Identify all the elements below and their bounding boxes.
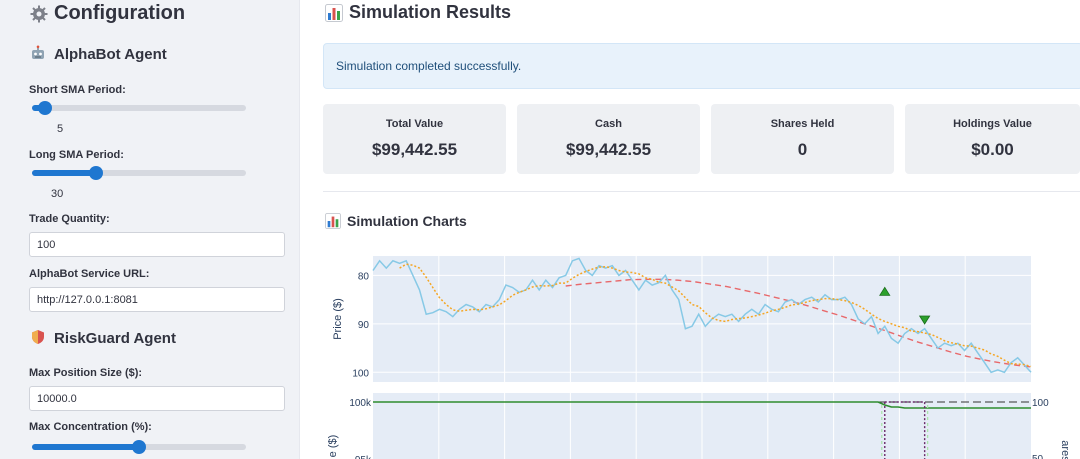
short-sma-slider[interactable]	[32, 101, 246, 115]
divider	[323, 191, 1080, 192]
metric-label: Holdings Value	[953, 118, 1032, 130]
max-concentration-label: Max Concentration (%):	[29, 421, 152, 433]
metric-total-value: Total Value $99,442.55	[323, 104, 506, 174]
alphabot-url-label: AlphaBot Service URL:	[29, 268, 150, 280]
portfolio-y-axis-label: e ($)	[327, 435, 339, 458]
metric-value: $99,442.55	[565, 140, 652, 159]
portfolio-y-tick-label: 100k	[349, 398, 372, 409]
price-y-tick-label: 90	[358, 320, 370, 331]
max-position-input[interactable]: 10000.0	[29, 386, 285, 411]
charts-title: Simulation Charts	[325, 213, 467, 229]
price-plot-area	[373, 256, 1031, 382]
portfolio-chart: e ($) ares 100k 95k 100 50	[327, 393, 1071, 459]
shares-y-tick-label: 100	[1032, 398, 1049, 409]
alphabot-heading: AlphaBot Agent	[30, 45, 167, 63]
price-line	[372, 257, 1032, 374]
bar-chart-icon	[325, 3, 343, 22]
price-y-tick-label: 100	[352, 368, 369, 379]
metric-value: $99,442.55	[371, 140, 458, 159]
sidebar-title: Configuration	[30, 2, 185, 25]
max-concentration-slider-handle[interactable]	[132, 440, 146, 454]
sell-signal-marker	[918, 315, 931, 325]
sidebar: Configuration AlphaBot Agent Short SMA P…	[0, 0, 300, 459]
sidebar-title-text: Configuration	[54, 2, 186, 24]
metric-value: 0	[797, 140, 808, 159]
short-sma-line	[399, 263, 1032, 368]
price-series-group	[372, 257, 1032, 374]
price-chart: Price ($) 80 90 100	[332, 256, 1032, 382]
metric-label: Total Value	[385, 118, 444, 130]
portfolio-y-tick-label: 95k	[355, 455, 372, 459]
metric-cash: Cash $99,442.55	[517, 104, 700, 174]
max-concentration-slider-fill	[32, 444, 139, 450]
price-y-tick-label: 80	[358, 271, 370, 282]
page-title: Simulation Results	[325, 2, 511, 23]
portfolio-plot-area	[373, 393, 1031, 459]
shares-held-line	[884, 401, 926, 459]
price-y-axis-label: Price ($)	[332, 298, 344, 340]
long-sma-value: 30	[51, 188, 64, 200]
shares-y-tick-label: 50	[1032, 454, 1044, 459]
portfolio-series-group	[373, 401, 1031, 459]
max-position-label: Max Position Size ($):	[29, 367, 143, 379]
metric-label: Shares Held	[770, 118, 835, 130]
alphabot-url-input[interactable]: http://127.0.0.1:8081	[29, 287, 285, 312]
trade-quantity-label: Trade Quantity:	[29, 213, 110, 225]
short-sma-slider-handle[interactable]	[37, 101, 52, 115]
long-sma-slider-handle[interactable]	[89, 166, 104, 180]
alphabot-heading-text: AlphaBot Agent	[54, 45, 167, 63]
robot-icon	[30, 45, 48, 63]
trade-quantity-input[interactable]: 100	[29, 232, 285, 257]
riskguard-heading-text: RiskGuard Agent	[54, 329, 176, 347]
shield-icon	[30, 329, 48, 347]
buy-signal-marker	[879, 286, 891, 296]
metric-shares-held: Shares Held 0	[711, 104, 894, 174]
portfolio-gridlines	[438, 393, 966, 459]
success-alert: Simulation completed successfully.	[323, 43, 1080, 89]
page-title-text: Simulation Results	[349, 2, 512, 22]
long-sma-slider[interactable]	[32, 166, 246, 180]
portfolio-value-line	[373, 401, 1031, 409]
max-concentration-slider[interactable]	[32, 440, 246, 454]
success-alert-text: Simulation completed successfully.	[336, 59, 522, 73]
metric-holdings-value: Holdings Value $0.00	[905, 104, 1080, 174]
short-sma-value: 5	[57, 123, 64, 135]
shares-y-axis-label: ares	[1059, 440, 1071, 459]
riskguard-heading: RiskGuard Agent	[30, 329, 176, 347]
long-sma-slider-fill	[32, 170, 97, 176]
short-sma-label: Short SMA Period:	[29, 84, 126, 96]
bar-chart-icon	[325, 213, 341, 229]
gear-icon	[30, 5, 48, 23]
long-sma-line	[565, 278, 1032, 368]
long-sma-label: Long SMA Period:	[29, 149, 124, 161]
metric-value: $0.00	[971, 140, 1014, 159]
price-gridlines	[373, 256, 1031, 382]
metric-label: Cash	[595, 118, 622, 130]
charts-title-text: Simulation Charts	[347, 213, 467, 229]
